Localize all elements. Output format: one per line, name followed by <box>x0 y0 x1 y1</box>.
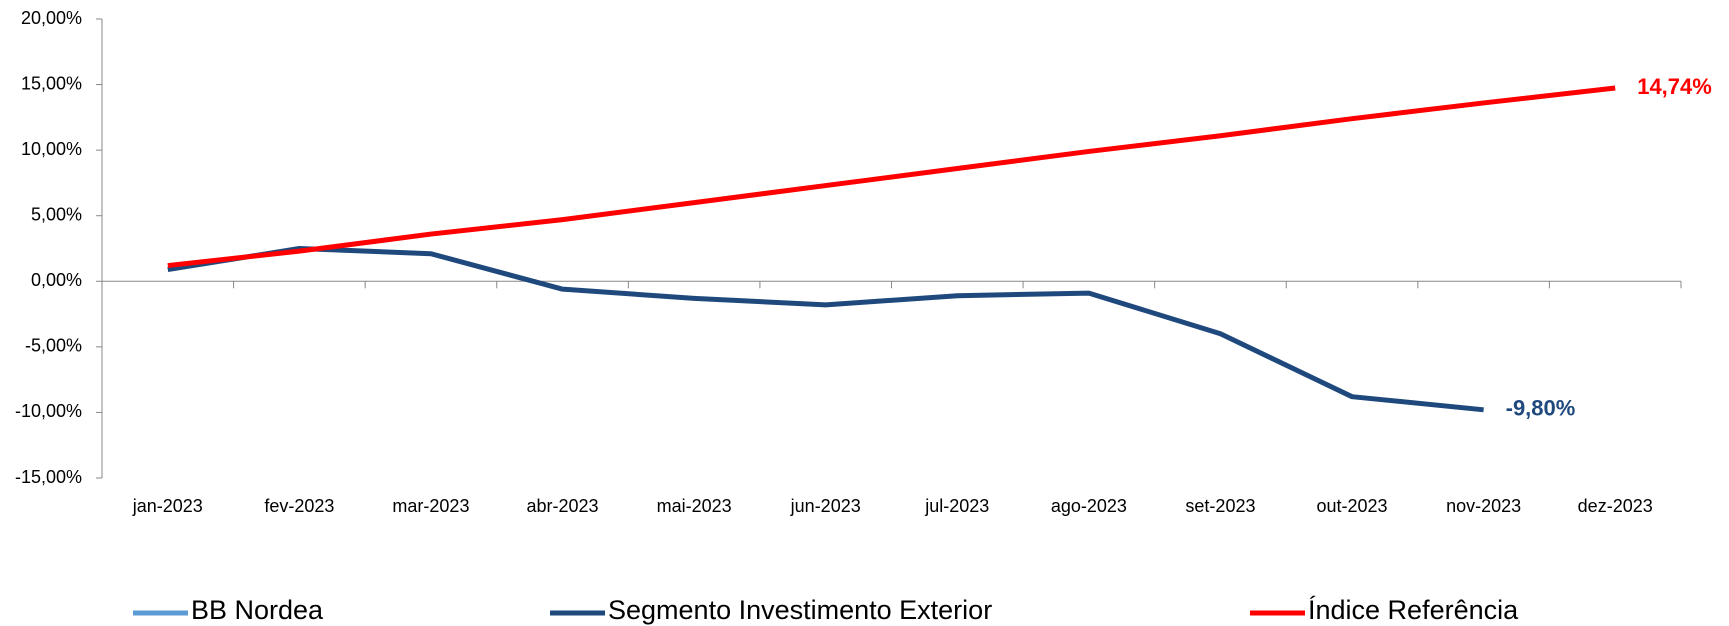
x-tick-label: jul-2023 <box>924 496 989 516</box>
y-tick-label: 20,00% <box>21 8 82 28</box>
legend-label: Índice Referência <box>1308 595 1519 625</box>
y-tick-label: -10,00% <box>15 401 82 421</box>
x-tick-label: fev-2023 <box>264 496 334 516</box>
x-tick-label: nov-2023 <box>1446 496 1521 516</box>
data-label: -9,80% <box>1506 396 1576 421</box>
x-tick-label: set-2023 <box>1185 496 1255 516</box>
x-tick-label: mar-2023 <box>392 496 469 516</box>
y-tick-label: 15,00% <box>21 73 82 93</box>
y-tick-label: 0,00% <box>31 270 82 290</box>
x-tick-label: mai-2023 <box>657 496 732 516</box>
y-tick-label: 5,00% <box>31 204 82 224</box>
y-tick-label: -5,00% <box>25 336 82 356</box>
x-tick-label: out-2023 <box>1317 496 1388 516</box>
x-tick-label: dez-2023 <box>1578 496 1653 516</box>
series-line <box>167 85 1616 269</box>
legend-label: Segmento Investimento Exterior <box>608 595 992 625</box>
y-tick-label: 10,00% <box>21 139 82 159</box>
x-tick-label: ago-2023 <box>1051 496 1127 516</box>
series-line <box>167 246 1484 413</box>
x-tick-label: jun-2023 <box>790 496 861 516</box>
data-label: 14,74% <box>1637 74 1712 99</box>
y-tick-label: -15,00% <box>15 467 82 487</box>
x-tick-label: jan-2023 <box>132 496 203 516</box>
legend-label: BB Nordea <box>191 595 324 625</box>
x-tick-label: abr-2023 <box>527 496 599 516</box>
